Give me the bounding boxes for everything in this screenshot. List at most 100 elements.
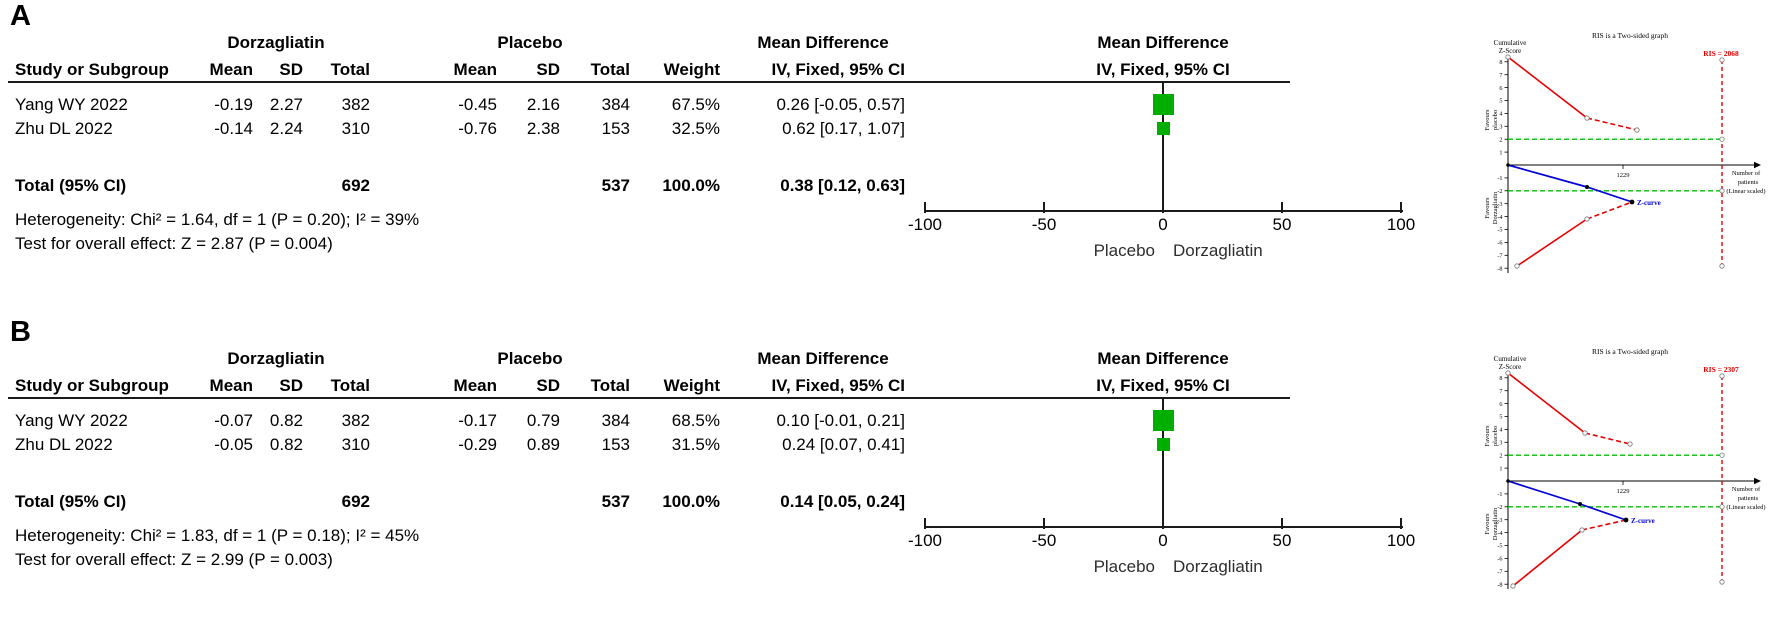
- favours-placebo-line1: Favours: [1484, 109, 1491, 130]
- svg-text:-3: -3: [1497, 201, 1502, 208]
- svg-text:-4: -4: [1497, 530, 1502, 537]
- tsa-x-axis-arrow: [1754, 161, 1761, 169]
- favours-dorzagliatin-line1: Favours: [1484, 197, 1491, 218]
- study-name: Yang WY 2022: [15, 411, 128, 430]
- axis-tick-label: -100: [907, 215, 943, 234]
- c-sd: 2.16: [526, 95, 560, 114]
- panel-b-letter: B: [10, 316, 31, 348]
- zero-line: [1162, 399, 1164, 527]
- group-header-control: Placebo: [497, 349, 563, 368]
- t-total: 310: [341, 435, 370, 454]
- boundary-marker: [1584, 115, 1590, 121]
- forest-header-line2: IV, Fixed, 95% CI: [1096, 60, 1230, 79]
- axis-tick: [1162, 518, 1164, 529]
- weight: 32.5%: [671, 119, 720, 138]
- total-row: Total (95% CI) 692 537 100.0% 0.14 [0.05…: [0, 492, 1772, 514]
- favours-placebo-line1: Favours: [1484, 425, 1491, 446]
- group-header-effect: Mean Difference: [757, 349, 889, 368]
- tsa-ylabel-line2: Z-Score: [1499, 47, 1522, 55]
- t-mean: -0.19: [214, 95, 253, 114]
- t-mean: -0.14: [214, 119, 253, 138]
- z-curve-label: Z-curve: [1631, 517, 1655, 525]
- favours-right-label: Dorzagliatin: [1173, 241, 1263, 260]
- column-header-row: Study or Subgroup Mean SD Total Mean SD …: [0, 60, 1772, 82]
- tsa-xlabel-line1: Number of: [1732, 170, 1761, 177]
- svg-text:-7: -7: [1497, 253, 1502, 260]
- svg-text:-8: -8: [1497, 581, 1502, 588]
- study-name: Yang WY 2022: [15, 95, 128, 114]
- z-curve: [1507, 480, 1627, 521]
- forest-header-line1: Mean Difference: [1097, 349, 1229, 368]
- tsa-y-ticks: 8 7 6 5 4 3 2 1 -1 -2 -3 -4 -5 -6 -7 -8: [1497, 59, 1508, 272]
- boundary-marker: [1584, 216, 1590, 222]
- table-row: Yang WY 2022 -0.19 2.27 382 -0.45 2.16 3…: [0, 95, 1772, 117]
- boundary-marker: [1505, 370, 1511, 376]
- favours-dorzagliatin-line1: Favours: [1484, 513, 1491, 534]
- axis-tick: [1043, 202, 1045, 213]
- c-sd: 2.38: [526, 119, 560, 138]
- ris-marker: [1719, 579, 1725, 585]
- col-t-mean: Mean: [209, 376, 253, 395]
- forest-axis: [925, 526, 1403, 528]
- col-ci: IV, Fixed, 95% CI: [771, 376, 905, 395]
- ris-marker: [1719, 452, 1725, 458]
- col-weight: Weight: [663, 60, 720, 79]
- z-curve-point: [1506, 479, 1510, 483]
- study-marker-zhu: [1157, 438, 1170, 451]
- zero-line: [1162, 83, 1164, 211]
- panel-a-letter: A: [10, 0, 31, 32]
- favours-dorzagliatin-line2: Dorzagliatin: [1492, 507, 1499, 540]
- weight: 68.5%: [671, 411, 720, 430]
- svg-text:-8: -8: [1497, 265, 1502, 272]
- axis-tick-label: 100: [1386, 531, 1416, 550]
- tsa-xlabel-line3: (Linear scaled): [1726, 188, 1765, 195]
- col-weight: Weight: [663, 376, 720, 395]
- col-t-total: Total: [330, 60, 370, 79]
- total-t: 692: [341, 492, 370, 511]
- col-t-total: Total: [330, 376, 370, 395]
- svg-text:7: 7: [1499, 72, 1502, 79]
- c-sd: 0.79: [526, 411, 560, 430]
- svg-text:-6: -6: [1497, 556, 1502, 563]
- favours-left-label: Placebo: [1093, 241, 1155, 260]
- favours-right-label: Dorzagliatin: [1173, 557, 1263, 576]
- col-c-total: Total: [590, 376, 630, 395]
- tsa-graph: RIS is a Two-sided graph RIS = 2068 Cumu…: [1484, 31, 1766, 273]
- axis-tick: [1043, 518, 1045, 529]
- tsa-xlabel-line2: patients: [1738, 179, 1759, 186]
- tsa-ylabel-line2: Z-Score: [1499, 363, 1522, 371]
- svg-text:-4: -4: [1497, 214, 1502, 221]
- svg-text:-1: -1: [1497, 491, 1502, 498]
- total-ci: 0.38 [0.12, 0.63]: [780, 176, 905, 195]
- t-sd: 0.82: [269, 411, 303, 430]
- boundary-marker: [1505, 54, 1511, 60]
- group-header-treatment: Dorzagliatin: [227, 33, 325, 52]
- axis-tick: [1162, 202, 1164, 213]
- monitoring-boundary-lower: [1512, 529, 1583, 587]
- table-row: Zhu DL 2022 -0.05 0.82 310 -0.29 0.89 15…: [0, 435, 1772, 457]
- axis-tick: [1400, 518, 1402, 529]
- ris-marker: [1719, 57, 1725, 63]
- axis-tick: [1281, 518, 1283, 529]
- svg-text:8: 8: [1499, 59, 1502, 66]
- tsa-title: RIS is a Two-sided graph: [1592, 347, 1668, 356]
- total-weight: 100.0%: [662, 176, 720, 195]
- z-curve-point: [1578, 502, 1582, 506]
- t-sd: 2.24: [269, 119, 303, 138]
- effect-ci: 0.26 [-0.05, 0.57]: [776, 95, 905, 114]
- header-rule: [8, 81, 1290, 83]
- col-c-mean: Mean: [453, 376, 497, 395]
- z-curve-point: [1585, 185, 1589, 189]
- favours-left-label: Placebo: [1093, 557, 1155, 576]
- z-curve: [1507, 164, 1633, 203]
- c-sd: 0.89: [526, 435, 560, 454]
- svg-text:1: 1: [1499, 149, 1502, 156]
- axis-tick-label: 0: [1158, 531, 1168, 550]
- monitoring-boundary-upper-dashed: [1586, 117, 1638, 131]
- svg-text:-1: -1: [1497, 175, 1502, 182]
- svg-text:-5: -5: [1497, 543, 1502, 550]
- total-row: Total (95% CI) 692 537 100.0% 0.38 [0.12…: [0, 176, 1772, 198]
- total-label: Total (95% CI): [15, 176, 127, 195]
- ris-marker: [1719, 373, 1725, 379]
- svg-text:6: 6: [1499, 401, 1502, 408]
